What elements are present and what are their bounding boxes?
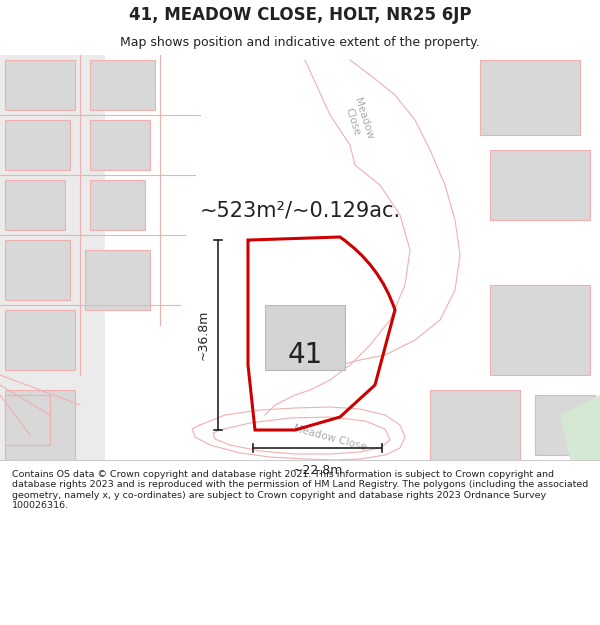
Polygon shape	[5, 395, 50, 445]
Polygon shape	[5, 240, 70, 300]
Polygon shape	[490, 150, 590, 220]
Polygon shape	[5, 120, 70, 170]
Polygon shape	[490, 285, 590, 375]
Text: Map shows position and indicative extent of the property.: Map shows position and indicative extent…	[120, 36, 480, 49]
Text: Meadow Close: Meadow Close	[292, 424, 368, 452]
Text: ~523m²/~0.129ac.: ~523m²/~0.129ac.	[199, 200, 401, 220]
Polygon shape	[85, 250, 150, 310]
Text: 41: 41	[287, 341, 323, 369]
Text: ~36.8m: ~36.8m	[197, 310, 210, 360]
Text: Meadow
Close: Meadow Close	[341, 96, 375, 144]
Text: Contains OS data © Crown copyright and database right 2021. This information is : Contains OS data © Crown copyright and d…	[12, 470, 588, 510]
Polygon shape	[430, 390, 520, 460]
Polygon shape	[90, 120, 150, 170]
Polygon shape	[5, 310, 75, 370]
Polygon shape	[5, 60, 75, 110]
Polygon shape	[0, 55, 105, 460]
Polygon shape	[480, 60, 580, 135]
Polygon shape	[90, 180, 145, 230]
Text: ~22.8m: ~22.8m	[292, 464, 343, 477]
Polygon shape	[5, 180, 65, 230]
Polygon shape	[535, 395, 595, 455]
Text: 41, MEADOW CLOSE, HOLT, NR25 6JP: 41, MEADOW CLOSE, HOLT, NR25 6JP	[129, 6, 471, 24]
Polygon shape	[265, 305, 345, 370]
Polygon shape	[90, 60, 155, 110]
Polygon shape	[5, 390, 75, 460]
Polygon shape	[560, 395, 600, 460]
